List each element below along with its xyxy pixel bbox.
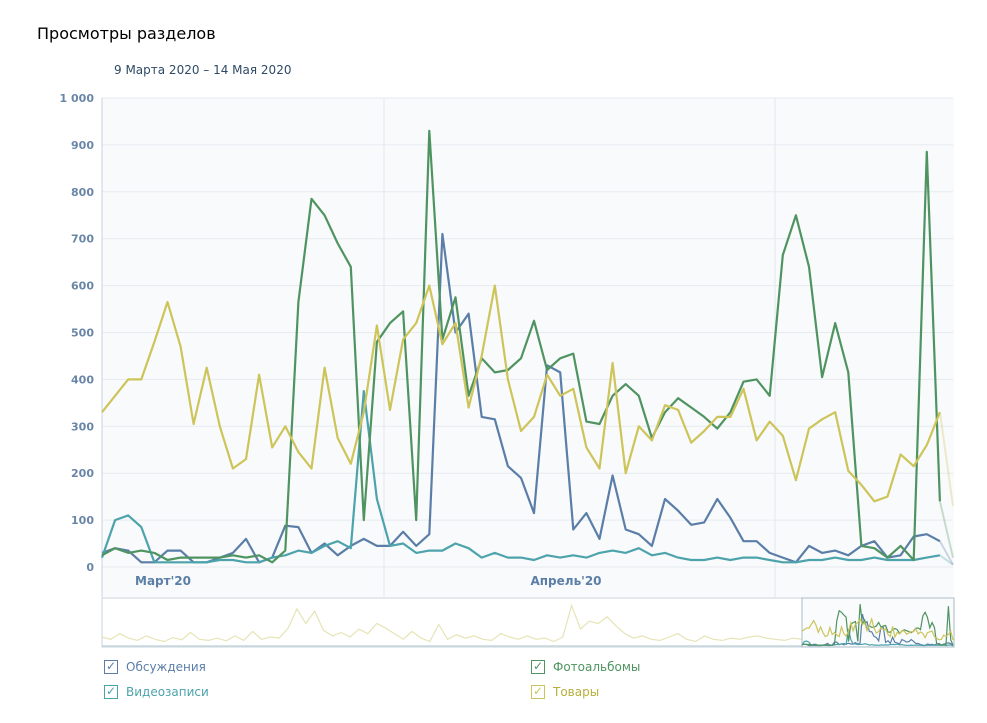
legend-item-products[interactable]: ✓ Товары	[531, 685, 599, 699]
x-tick-label: Март'20	[135, 574, 191, 588]
checkbox-checked-icon[interactable]: ✓	[531, 684, 545, 699]
navigator-series	[801, 604, 954, 647]
legend-label: Видеозаписи	[126, 685, 209, 699]
legend-label: Фотоальбомы	[553, 660, 641, 674]
y-tick-label: 700	[71, 233, 94, 246]
series-line[interactable]	[101, 284, 941, 503]
legend-label: Обсуждения	[126, 660, 206, 674]
series-line[interactable]	[101, 232, 941, 564]
y-tick-label: 0	[86, 561, 94, 574]
x-tick-label: Апрель'20	[530, 574, 601, 588]
legend-label: Товары	[553, 685, 600, 699]
legend-item-discussions[interactable]: ✓ Обсуждения	[104, 660, 206, 674]
checkbox-checked-icon[interactable]: ✓	[531, 659, 545, 674]
navigator-series	[801, 613, 954, 647]
legend-item-photo-albums[interactable]: ✓ Фотоальбомы	[531, 660, 640, 674]
plot-background	[102, 98, 954, 597]
y-tick-label: 600	[71, 280, 94, 293]
checkbox-checked-icon[interactable]: ✓	[104, 684, 118, 699]
y-tick-label: 900	[71, 139, 94, 152]
y-tick-label: 400	[71, 373, 94, 386]
series-line[interactable]	[101, 129, 941, 564]
series-line[interactable]	[100, 390, 941, 564]
navigator-series	[801, 616, 954, 641]
y-tick-label: 300	[71, 420, 94, 433]
y-tick-label: 1 000	[60, 92, 95, 105]
series-line-partial	[938, 412, 954, 507]
legend-item-videos[interactable]: ✓ Видеозаписи	[104, 685, 209, 699]
y-tick-label: 100	[71, 514, 94, 527]
series-line-partial	[939, 540, 954, 566]
series-line-partial	[939, 554, 954, 566]
y-tick-label: 800	[71, 186, 94, 199]
checkbox-checked-icon[interactable]: ✓	[104, 659, 118, 674]
navigator-series	[101, 603, 803, 643]
y-tick-label: 500	[71, 327, 94, 340]
date-range: 9 Марта 2020 – 14 Мая 2020	[114, 63, 292, 77]
page-title: Просмотры разделов	[37, 24, 216, 43]
y-tick-label: 200	[71, 467, 94, 480]
series-line-partial	[938, 501, 954, 558]
